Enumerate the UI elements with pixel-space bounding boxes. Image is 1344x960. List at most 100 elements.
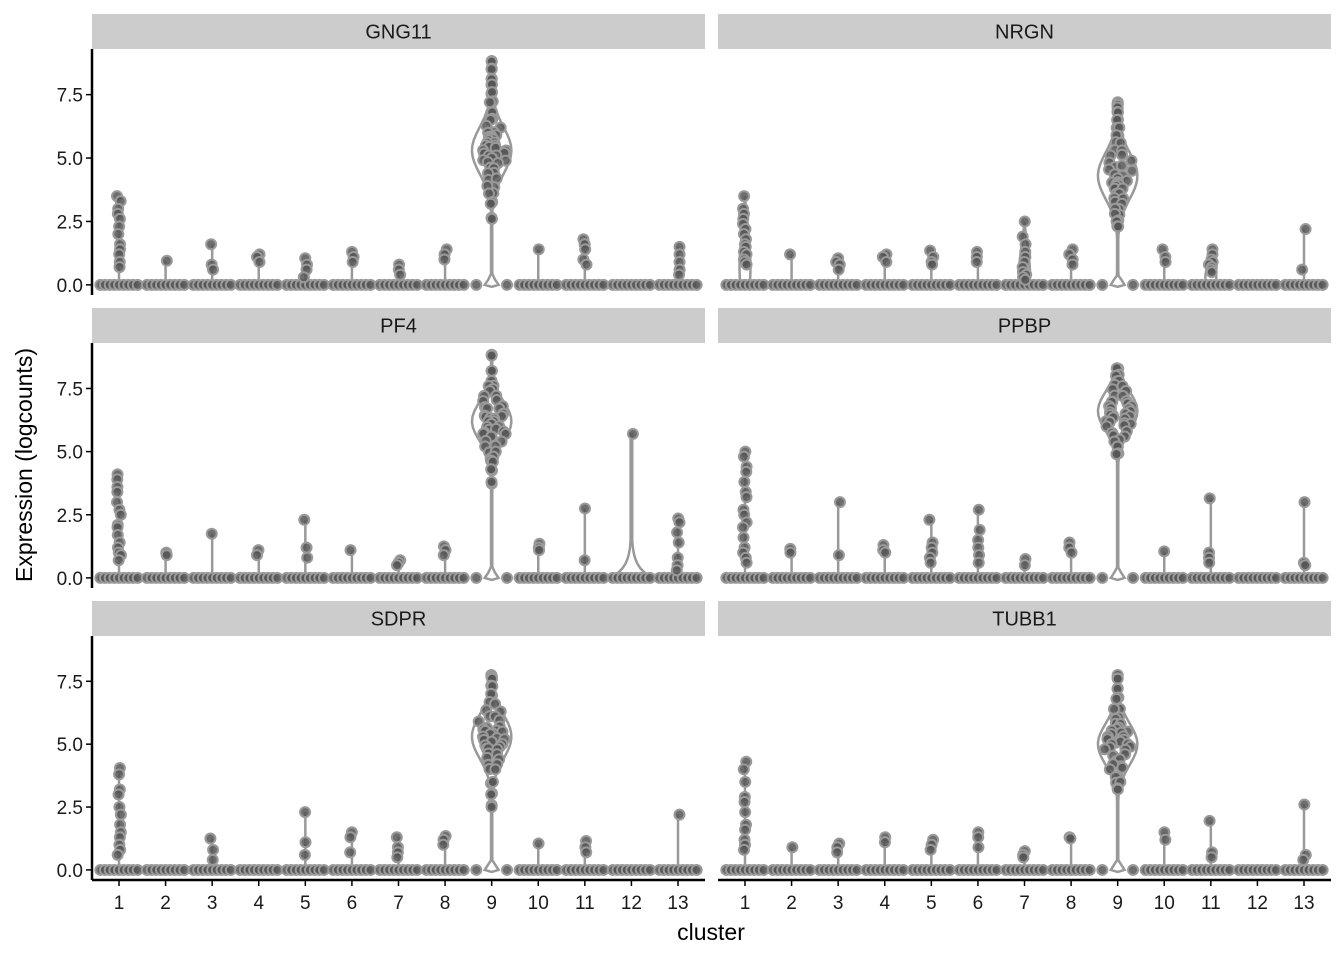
violin-cluster-7 xyxy=(373,258,424,291)
data-point xyxy=(206,263,219,276)
violin-cluster-8 xyxy=(1046,831,1096,876)
data-point xyxy=(1115,159,1128,172)
violin-cluster-4 xyxy=(234,863,284,876)
data-point xyxy=(672,536,685,549)
x-tick-label: 9 xyxy=(486,893,497,914)
violin-cluster-13 xyxy=(653,808,703,876)
violin-cluster-7 xyxy=(373,554,424,584)
data-point xyxy=(973,523,986,536)
data-point xyxy=(253,256,266,269)
x-tick-label: 1 xyxy=(740,893,751,914)
violin-cluster-3 xyxy=(187,527,237,584)
violin-cluster-1 xyxy=(94,190,144,291)
violin-cluster-10 xyxy=(1139,243,1189,291)
data-point xyxy=(923,513,936,526)
data-point xyxy=(740,465,753,478)
violin-cluster-9 xyxy=(1096,668,1140,876)
violin-cluster-11 xyxy=(1186,243,1236,291)
y-tick-label: 5.0 xyxy=(57,443,83,464)
violin-cluster-13 xyxy=(1279,223,1329,291)
data-point xyxy=(626,427,639,440)
data-point xyxy=(437,549,450,562)
data-point xyxy=(346,256,359,269)
data-point xyxy=(501,571,514,584)
data-point xyxy=(344,544,357,557)
data-point xyxy=(299,836,312,849)
data-point xyxy=(1158,545,1171,558)
x-tick-label: 13 xyxy=(1293,893,1314,914)
data-point xyxy=(970,256,983,269)
violin-cluster-3 xyxy=(187,238,237,291)
violin-cluster-4 xyxy=(860,539,910,584)
data-point xyxy=(1096,571,1109,584)
data-point xyxy=(1297,853,1310,866)
violin-cluster-11 xyxy=(560,502,610,584)
violin-cluster-6 xyxy=(953,245,1003,291)
violin-cluster-4 xyxy=(860,248,910,291)
violin-cluster-4 xyxy=(234,248,284,291)
data-point xyxy=(1298,798,1311,811)
data-point xyxy=(1203,556,1216,569)
x-tick-label: 10 xyxy=(528,893,549,914)
violin-cluster-7 xyxy=(999,215,1050,291)
violin-cluster-6 xyxy=(327,245,377,291)
data-point xyxy=(344,846,357,859)
y-tick-label: 2.5 xyxy=(57,212,83,233)
data-point xyxy=(972,503,985,516)
data-point xyxy=(501,863,514,876)
data-point xyxy=(1316,278,1329,291)
data-point xyxy=(1017,851,1030,864)
data-point xyxy=(1205,851,1218,864)
y-tick-label: 0.0 xyxy=(57,276,83,297)
violin-cluster-13 xyxy=(1279,496,1329,584)
violin-cluster-11 xyxy=(1186,492,1236,584)
facet-strip-label: TUBB1 xyxy=(992,609,1056,631)
y-axis-title: Expression (logcounts) xyxy=(11,348,37,582)
data-point xyxy=(1110,692,1123,705)
x-tick-label: 8 xyxy=(1066,893,1077,914)
data-point xyxy=(1083,571,1096,584)
violin-cluster-5 xyxy=(280,513,330,584)
data-point xyxy=(438,253,451,266)
violin-cluster-9 xyxy=(470,55,514,291)
x-tick-label: 8 xyxy=(440,893,451,914)
x-tick-label: 11 xyxy=(1201,893,1221,914)
data-point xyxy=(924,843,937,856)
violin-cluster-3 xyxy=(813,496,863,584)
data-point xyxy=(972,831,985,844)
data-point xyxy=(1066,258,1079,271)
violin-cluster-8 xyxy=(1046,536,1096,584)
data-point xyxy=(457,278,470,291)
data-point xyxy=(670,564,683,577)
facet-strip-label: GNG11 xyxy=(365,22,431,44)
violin-cluster-3 xyxy=(187,832,237,876)
violin-cluster-12 xyxy=(1232,571,1283,584)
violin-cluster-8 xyxy=(420,540,470,584)
x-tick-label: 4 xyxy=(879,893,890,914)
data-point xyxy=(1127,863,1140,876)
data-point xyxy=(1110,448,1123,461)
violin-outline xyxy=(606,432,657,580)
data-point xyxy=(737,763,750,776)
data-point xyxy=(114,508,127,521)
violin-cluster-12 xyxy=(606,278,657,291)
x-tick-label: 7 xyxy=(393,893,404,914)
data-point xyxy=(113,261,126,274)
y-tick-label: 5.0 xyxy=(57,735,83,756)
data-point xyxy=(833,496,846,509)
violin-cluster-9 xyxy=(1096,96,1140,291)
violin-outline xyxy=(1096,673,1139,874)
data-point xyxy=(532,243,545,256)
violin-cluster-6 xyxy=(953,503,1003,584)
violin-cluster-10 xyxy=(513,243,563,291)
violin-cluster-1 xyxy=(720,445,770,584)
violin-cluster-2 xyxy=(766,841,817,876)
data-point xyxy=(1159,833,1172,846)
data-point xyxy=(485,212,498,225)
y-tick-label: 0.0 xyxy=(57,569,83,590)
data-point xyxy=(297,271,310,284)
data-point xyxy=(533,544,546,557)
violin-cluster-1 xyxy=(720,755,770,876)
data-point xyxy=(580,258,593,271)
